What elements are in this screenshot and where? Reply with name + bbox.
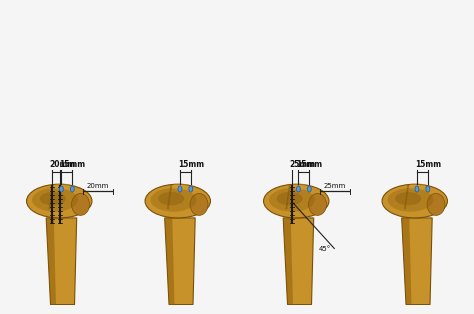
Ellipse shape	[32, 188, 78, 212]
Text: 15mm: 15mm	[59, 160, 85, 169]
Text: 45°: 45°	[319, 246, 331, 252]
Polygon shape	[164, 218, 174, 305]
Ellipse shape	[264, 184, 329, 218]
Ellipse shape	[60, 186, 64, 192]
Ellipse shape	[269, 188, 315, 212]
Ellipse shape	[40, 192, 66, 205]
Polygon shape	[401, 218, 432, 305]
Ellipse shape	[297, 186, 301, 192]
Ellipse shape	[189, 186, 193, 192]
Text: 25mm: 25mm	[290, 160, 316, 169]
Ellipse shape	[409, 183, 425, 190]
Ellipse shape	[427, 193, 445, 215]
Ellipse shape	[190, 193, 208, 215]
Text: 15mm: 15mm	[296, 160, 322, 169]
Polygon shape	[401, 218, 411, 305]
Ellipse shape	[290, 183, 307, 190]
Polygon shape	[283, 218, 314, 305]
Polygon shape	[283, 218, 293, 305]
Ellipse shape	[395, 192, 421, 205]
Ellipse shape	[158, 192, 184, 205]
Ellipse shape	[72, 193, 90, 215]
Polygon shape	[46, 218, 56, 305]
Text: 20mm: 20mm	[87, 183, 109, 189]
Ellipse shape	[277, 192, 303, 205]
Ellipse shape	[27, 184, 92, 218]
Text: 15mm: 15mm	[178, 160, 204, 169]
Ellipse shape	[151, 188, 196, 212]
Polygon shape	[164, 218, 195, 305]
Ellipse shape	[415, 186, 419, 192]
Ellipse shape	[172, 183, 188, 190]
Ellipse shape	[71, 186, 74, 192]
Ellipse shape	[309, 193, 327, 215]
Ellipse shape	[145, 184, 210, 218]
Ellipse shape	[426, 186, 430, 192]
Ellipse shape	[308, 186, 311, 192]
Ellipse shape	[387, 188, 433, 212]
Ellipse shape	[178, 186, 182, 192]
Text: 20mm: 20mm	[49, 160, 76, 169]
Polygon shape	[46, 218, 77, 305]
Ellipse shape	[53, 183, 70, 190]
Text: 15mm: 15mm	[415, 160, 441, 169]
Ellipse shape	[382, 184, 447, 218]
Text: 25mm: 25mm	[324, 183, 346, 189]
